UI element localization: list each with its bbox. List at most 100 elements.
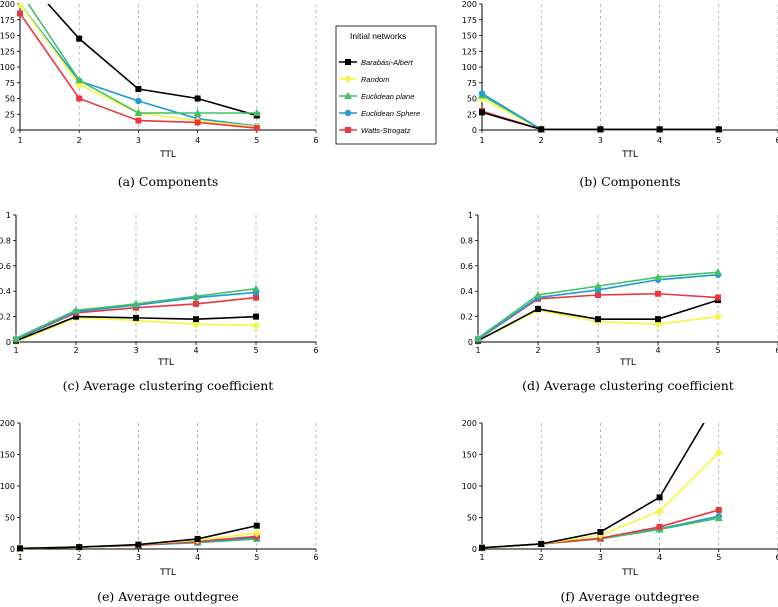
- x-tick-label: 1: [17, 553, 22, 562]
- data-point-euclidean-plane: [75, 76, 84, 84]
- legend-label: Random: [361, 75, 389, 84]
- chart-panel-5: 0 50 100 150 200 1 2 3 4 5 6 TTL (e) Average outdegr…: [0, 419, 319, 604]
- data-point-random: [714, 312, 722, 321]
- data-point-random: [16, 4, 24, 8]
- x-tick-label: 1: [479, 553, 484, 562]
- panel-caption: (e) Average outdegree: [97, 589, 239, 604]
- x-tick-label: 4: [193, 346, 198, 355]
- x-tick-label: 6: [313, 553, 318, 562]
- legend-label: Euclidean Sphere: [361, 109, 420, 118]
- data-point-barabasi-albert: [595, 316, 601, 323]
- data-point-barabasi-albert: [133, 314, 139, 321]
- y-tick-label: 0.4: [0, 287, 11, 296]
- y-tick-label: 0.4: [460, 287, 473, 296]
- series-group: [16, 4, 261, 132]
- data-point-barabasi-albert: [194, 535, 201, 542]
- y-tick-label: 100: [462, 482, 477, 491]
- legend-label: Barabási-Albert: [361, 58, 414, 67]
- x-tick-label: 3: [136, 136, 141, 145]
- data-point-barabasi-albert: [656, 494, 663, 501]
- y-tick-label: 0.8: [0, 236, 11, 245]
- x-tick-label: 5: [716, 553, 721, 562]
- chart-panel-6: 0 50 100 150 200 1 2 3 4 5 6 TTL (f) Average outdegr…: [462, 419, 778, 604]
- legend-title: Initial networks: [350, 31, 406, 41]
- panel-caption: (b) Components: [579, 174, 680, 189]
- x-tick-label: 6: [313, 136, 318, 145]
- x-tick-label: 4: [657, 553, 662, 562]
- x-tick-label: 6: [775, 346, 778, 355]
- data-point-barabasi-albert: [253, 313, 259, 320]
- x-tick-label: 4: [195, 136, 200, 145]
- data-point-random: [252, 321, 260, 330]
- y-tick-label: 0: [472, 126, 477, 135]
- data-point-watts-strogatz: [253, 125, 260, 132]
- y-tick-label: 200: [0, 0, 15, 9]
- legend-marker: [344, 75, 352, 83]
- y-tick-label: 0: [468, 338, 473, 347]
- y-tick-label: 75: [467, 79, 477, 88]
- x-axis-title: TTL: [159, 568, 176, 578]
- x-tick-label: 2: [539, 553, 544, 562]
- data-point-barabasi-albert: [597, 126, 604, 133]
- x-tick-label: 3: [598, 136, 603, 145]
- data-point-barabasi-albert: [479, 109, 485, 116]
- legend-label: Euclidean plane: [361, 92, 414, 101]
- x-tick-label: 5: [254, 553, 259, 562]
- data-point-barabasi-albert: [535, 305, 541, 312]
- x-tick-label: 3: [133, 346, 138, 355]
- panel-caption: (d) Average clustering coefficient: [522, 378, 734, 393]
- data-point-euclidean-plane: [134, 108, 143, 116]
- x-tick-label: 3: [595, 346, 600, 355]
- x-tick-label: 2: [535, 346, 540, 355]
- y-tick-label: 0: [10, 545, 15, 554]
- data-point-watts-strogatz: [715, 294, 721, 301]
- y-tick-label: 0.2: [0, 313, 11, 322]
- data-point-barabasi-albert: [17, 545, 23, 552]
- y-tick-label: 75: [5, 79, 15, 88]
- data-point-watts-strogatz: [135, 117, 142, 124]
- x-tick-label: 2: [77, 136, 82, 145]
- series-group: [16, 522, 261, 553]
- data-point-euclidean-plane: [714, 514, 723, 522]
- x-tick-label: 2: [539, 136, 544, 145]
- x-tick-label: 4: [657, 136, 662, 145]
- data-point-barabasi-albert: [73, 313, 79, 320]
- x-axis-title: TTL: [621, 568, 638, 578]
- legend: Initial networks Barabási-Albert Random Eu…: [335, 25, 437, 145]
- x-tick-label: 1: [13, 346, 18, 355]
- y-tick-label: 0.6: [0, 262, 11, 271]
- data-point-euclidean-plane: [72, 306, 80, 314]
- legend-entry-watts-strogatz: Watts-Strogatz: [339, 126, 411, 135]
- data-point-euclidean-plane: [594, 282, 602, 290]
- x-tick-label: 1: [479, 136, 484, 145]
- data-point-watts-strogatz: [595, 292, 601, 299]
- data-point-barabasi-albert: [656, 126, 663, 133]
- data-point-euclidean-plane: [474, 334, 482, 342]
- data-point-watts-strogatz: [76, 95, 83, 102]
- y-tick-label: 175: [462, 16, 477, 25]
- data-point-barabasi-albert: [135, 86, 142, 93]
- chart-panel-4: 0 0.2 0.4 0.6 0.8 1 1 2 3 4 5 6 TTL (d) Average clust…: [460, 211, 778, 393]
- data-point-barabasi-albert: [538, 126, 545, 133]
- x-axis-title: TTL: [159, 150, 176, 160]
- x-tick-label: 2: [77, 553, 82, 562]
- x-tick-label: 5: [716, 136, 721, 145]
- chart-panel-1: 0 25 50 75 100 125 150 175 200 1 2 3 4 5 6 TTL (a) Compo…: [0, 0, 319, 189]
- y-tick-label: 50: [5, 95, 15, 104]
- data-point-watts-strogatz: [193, 300, 199, 307]
- legend-entry-barabasi-albert: Barabási-Albert: [339, 58, 414, 67]
- legend-entries: Barabási-Albert Random Euclidean plane Eucl…: [339, 58, 420, 135]
- data-point-barabasi-albert: [597, 528, 604, 535]
- data-point-random: [192, 320, 200, 329]
- y-tick-label: 200: [462, 0, 477, 9]
- legend-marker: [345, 59, 351, 65]
- x-tick-label: 2: [73, 346, 78, 355]
- data-point-barabasi-albert: [193, 316, 199, 323]
- data-point-euclidean-plane: [534, 291, 542, 299]
- x-tick-label: 1: [17, 136, 22, 145]
- series-group: [478, 423, 723, 552]
- data-point-watts-strogatz: [194, 119, 201, 126]
- x-tick-label: 1: [475, 346, 480, 355]
- data-point-random: [714, 448, 723, 457]
